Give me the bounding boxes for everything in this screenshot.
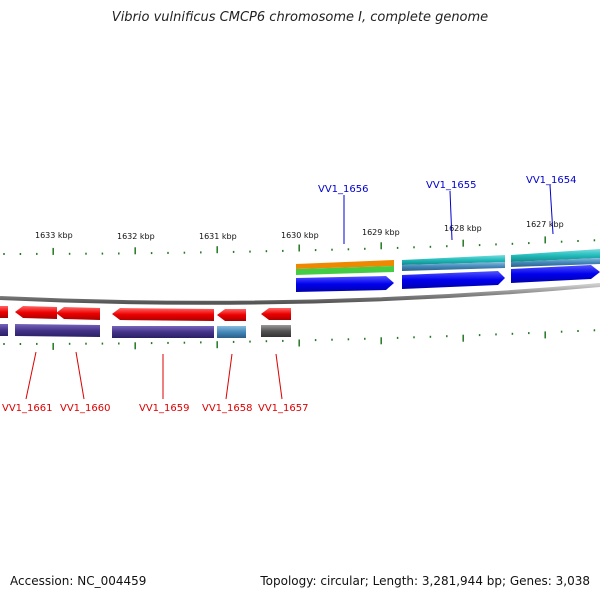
- forward-feature-tracks: [296, 249, 600, 275]
- reverse-gene-arrows[interactable]: [0, 306, 291, 321]
- genome-backbone: [0, 283, 600, 305]
- gene-arrow-VV1_1660[interactable]: [56, 307, 100, 320]
- gene-arrow-VV1_1657[interactable]: [261, 308, 291, 320]
- page-title: Vibrio vulnificus CMCP6 chromosome I, co…: [111, 10, 489, 25]
- gene-label-VV1_1655: VV1_1655: [426, 180, 477, 191]
- gene-arrow-VV1_1658[interactable]: [217, 309, 246, 321]
- gene-label-VV1_1658: VV1_1658: [202, 403, 253, 414]
- forward-gene-labels: VV1_1656 VV1_1655 VV1_1654: [318, 175, 577, 244]
- gene-arrow-VV1_1661[interactable]: [15, 306, 57, 319]
- tick-label: 1629 kbp: [362, 228, 400, 237]
- feature-bar-steelblue: [402, 262, 505, 271]
- gene-arrow-VV1_1655[interactable]: [402, 271, 505, 289]
- tick-labels: 1633 kbp 1632 kbp 1631 kbp 1630 kbp 1629…: [35, 220, 564, 241]
- gene-arrow-VV1_1654[interactable]: [511, 265, 600, 283]
- reverse-feature-tracks: [0, 324, 291, 338]
- tick-label: 1628 kbp: [444, 224, 482, 233]
- label-leader-line: [225, 353, 233, 400]
- gene-label-VV1_1661: VV1_1661: [2, 403, 53, 414]
- tick-label: 1630 kbp: [281, 231, 319, 240]
- feature-bar-steelblue: [511, 258, 600, 267]
- forward-gene-arrows[interactable]: [296, 265, 600, 292]
- feature-bar-green: [296, 266, 394, 275]
- label-leader-line: [275, 353, 283, 400]
- gene-label-VV1_1657: VV1_1657: [258, 403, 309, 414]
- label-leader-line: [75, 351, 85, 400]
- feature-bar-steelblue: [217, 326, 246, 338]
- feature-bar-teal: [402, 255, 505, 265]
- gene-arrow-VV1_1656[interactable]: [296, 276, 394, 292]
- gene-label-VV1_1654: VV1_1654: [526, 175, 577, 186]
- feature-bar-grey: [261, 325, 291, 337]
- tick-marks-lower: [3, 329, 596, 350]
- feature-bar-teal: [511, 249, 600, 262]
- label-leader-line: [549, 184, 554, 235]
- tick-label: 1627 kbp: [526, 220, 564, 229]
- gene-label-VV1_1656: VV1_1656: [318, 184, 369, 195]
- reverse-gene-labels: VV1_1661 VV1_1660 VV1_1659 VV1_1658 VV1_…: [2, 351, 309, 414]
- feature-bar-purple: [0, 324, 8, 336]
- label-leader-line: [25, 351, 37, 400]
- gene-arrow-partial[interactable]: [0, 306, 8, 318]
- label-leader-line: [449, 190, 453, 241]
- genome-summary-text: Topology: circular; Length: 3,281,944 bp…: [260, 574, 590, 588]
- feature-bar-purple: [15, 324, 100, 337]
- accession-text: Accession: NC_004459: [10, 574, 147, 588]
- gene-label-VV1_1660: VV1_1660: [60, 403, 111, 414]
- gene-arrow-VV1_1659[interactable]: [112, 308, 214, 321]
- tick-label: 1632 kbp: [117, 232, 155, 241]
- tick-marks-upper: [3, 236, 596, 255]
- feature-bar-purple: [112, 326, 214, 338]
- tick-label: 1631 kbp: [199, 232, 237, 241]
- gene-label-VV1_1659: VV1_1659: [139, 403, 190, 414]
- tick-label: 1633 kbp: [35, 231, 73, 240]
